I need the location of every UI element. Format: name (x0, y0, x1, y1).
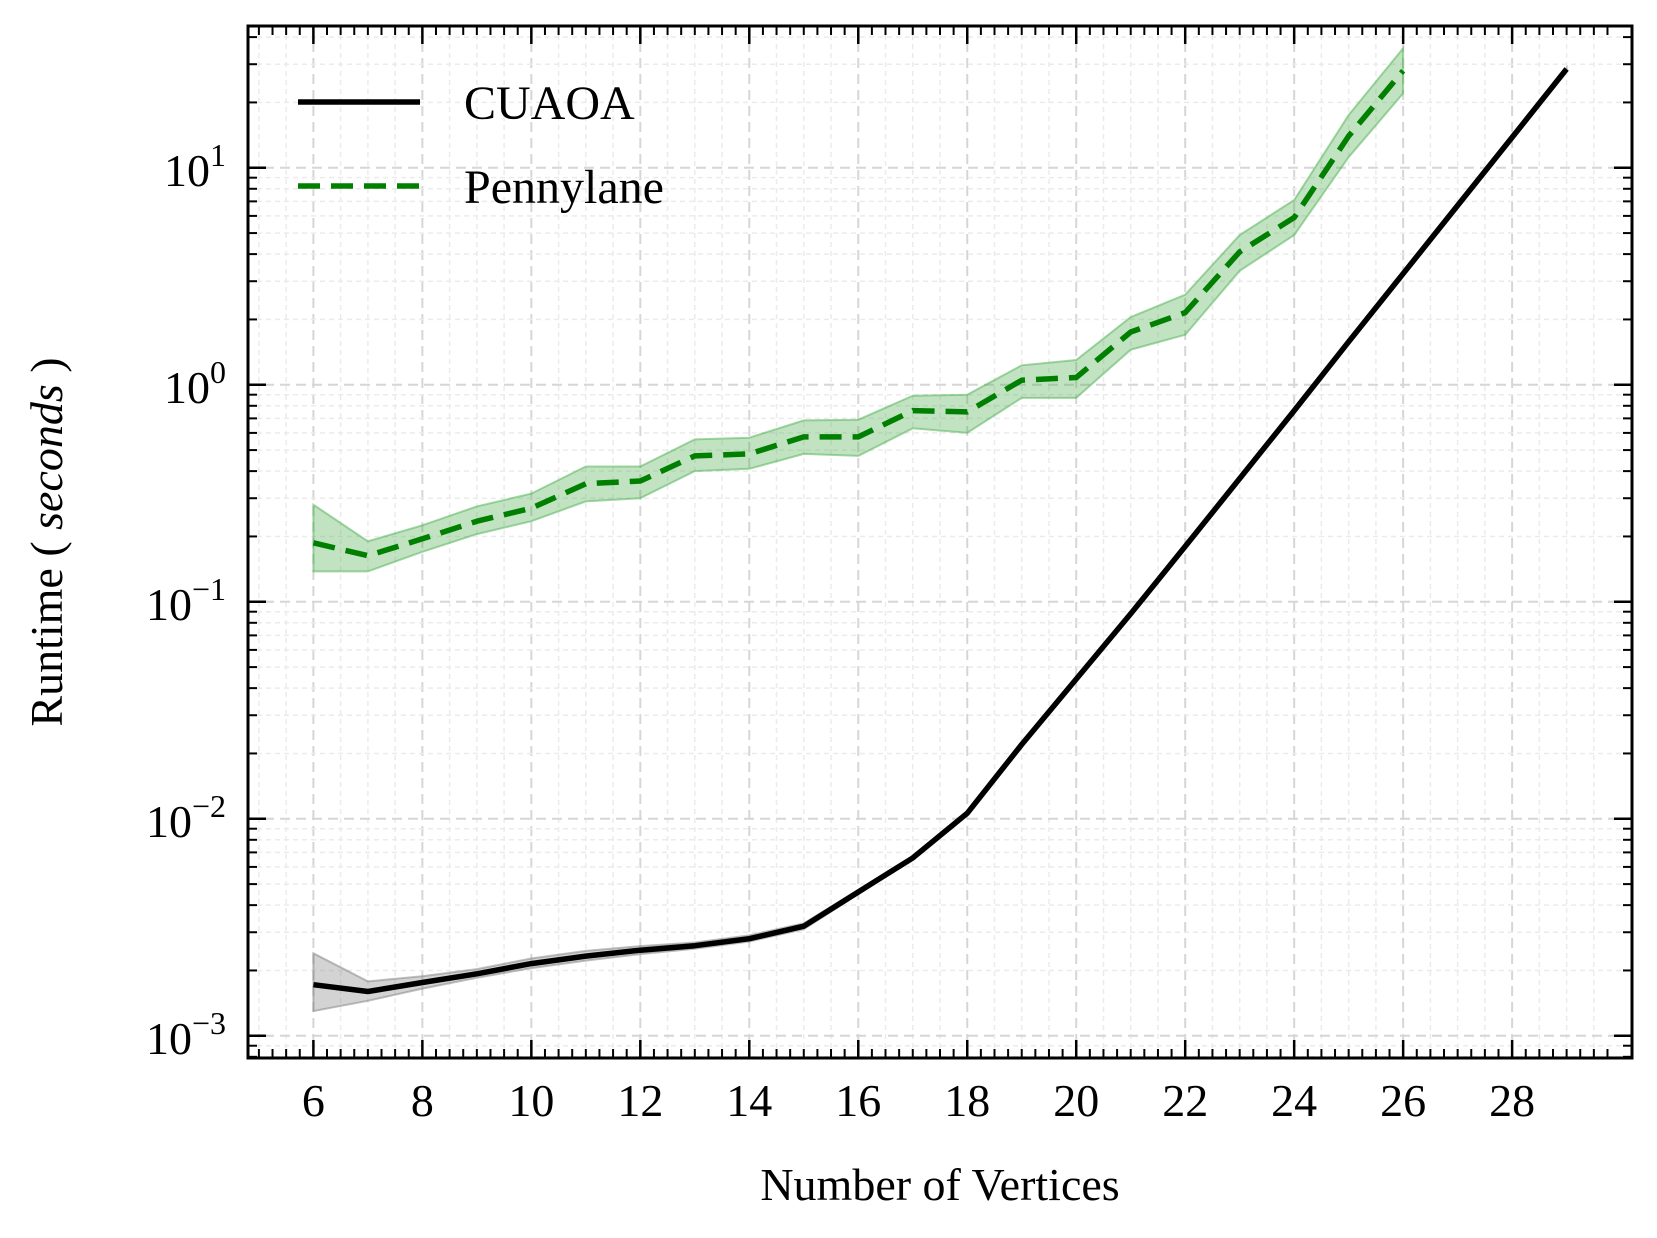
y-axis-label-prefix: Runtime ( (21, 530, 72, 727)
y-tick-exponent: −2 (192, 788, 226, 824)
legend: CUAOA Pennylane (298, 77, 664, 214)
x-tick-label: 20 (1053, 1075, 1099, 1126)
x-tick-label: 16 (835, 1075, 881, 1126)
y-tick-base: 10 (146, 579, 192, 630)
y-tick-exponent: −1 (192, 571, 226, 607)
y-tick-label: 10−3 (146, 1005, 226, 1064)
y-tick-label: 10−1 (146, 571, 226, 630)
y-tick-label: 100 (164, 354, 226, 413)
x-tick-label: 22 (1162, 1075, 1208, 1126)
y-tick-label: 10−2 (146, 788, 226, 847)
y-axis-label: Runtime ( seconds ) (21, 357, 72, 726)
y-tick-base: 10 (146, 796, 192, 847)
legend-label-cuaoa: CUAOA (464, 77, 635, 130)
x-tick-label: 12 (617, 1075, 663, 1126)
y-tick-base: 10 (164, 145, 210, 196)
x-tick-label: 18 (944, 1075, 990, 1126)
line-pennylane (312, 68, 1406, 559)
grid (248, 26, 1632, 1058)
y-tick-base: 10 (164, 362, 210, 413)
x-tick-label: 6 (302, 1075, 325, 1126)
y-tick-base: 10 (146, 1013, 192, 1064)
x-axis-label: Number of Vertices (760, 1159, 1119, 1210)
y-tick-exponent: −3 (192, 1005, 226, 1041)
y-axis-label-unit: seconds (21, 384, 72, 530)
y-tick-exponent: 1 (210, 137, 226, 173)
y-tick-label: 101 (164, 137, 226, 196)
plot-frame (246, 24, 1634, 1060)
x-tick-label: 10 (508, 1075, 554, 1126)
x-tick-label: 28 (1489, 1075, 1535, 1126)
x-tick-label: 14 (726, 1075, 772, 1126)
x-tick-labels: 6 8 10 12 14 16 18 20 22 24 26 28 (302, 1075, 1535, 1126)
x-tick-label: 26 (1380, 1075, 1426, 1126)
x-tick-label: 24 (1271, 1075, 1317, 1126)
line-cuaoa (313, 67, 1569, 995)
series-lines (312, 67, 1569, 995)
y-tick-exponent: 0 (210, 354, 226, 390)
legend-label-pennylane: Pennylane (464, 161, 664, 214)
x-tick-label: 8 (411, 1075, 434, 1126)
y-axis-label-suffix: ) (21, 357, 72, 384)
